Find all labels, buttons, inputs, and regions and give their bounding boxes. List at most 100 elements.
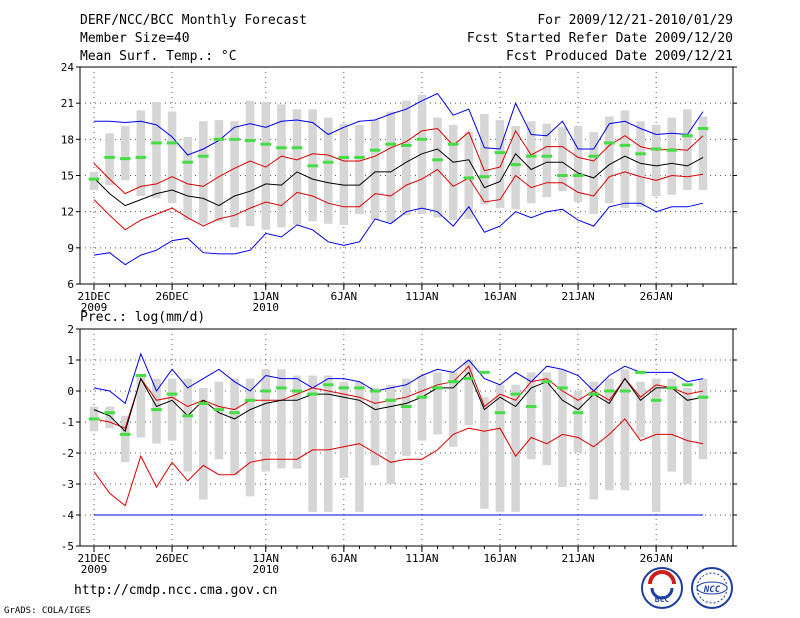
spread-box	[589, 381, 598, 500]
x-tick-label: 26JAN	[640, 552, 673, 565]
climatology-marker	[322, 383, 334, 387]
climatology-marker	[88, 417, 100, 421]
spread-box	[355, 124, 364, 215]
spread-box	[292, 109, 302, 225]
spread-box	[120, 415, 130, 463]
climatology-marker	[510, 392, 521, 396]
climatology-marker	[151, 141, 162, 145]
spread-box	[245, 100, 255, 227]
x-tick-year-label: 2009	[81, 563, 108, 576]
climatology-marker	[650, 398, 662, 402]
spread-box	[214, 381, 224, 460]
spread-box	[464, 132, 474, 219]
series-line-mean	[93, 148, 704, 207]
y-tick-label: 6	[67, 278, 74, 291]
climatology-marker	[291, 146, 303, 150]
spread-box	[105, 406, 114, 429]
spread-box	[183, 136, 192, 221]
climatology-marker	[244, 398, 256, 402]
spread-box	[651, 124, 661, 196]
x-tick-label: 16JAN	[483, 290, 516, 303]
climatology-marker	[401, 405, 412, 408]
climatology-marker	[104, 155, 115, 159]
climatology-marker	[119, 157, 131, 161]
climatology-marker	[182, 414, 193, 418]
spread-box	[136, 110, 146, 196]
spread-box	[542, 123, 552, 198]
climatology-marker	[135, 155, 147, 159]
y-tick-label: -5	[61, 540, 74, 553]
spread-box	[261, 369, 271, 472]
series-line-p20	[93, 418, 704, 507]
spread-box	[480, 397, 489, 509]
climatology-marker	[166, 141, 178, 145]
climatology-marker	[385, 398, 396, 402]
spread-box	[230, 121, 239, 228]
climatology-marker	[682, 134, 693, 138]
climatology-marker	[354, 155, 365, 159]
climatology-marker	[322, 160, 334, 164]
bcc-logo-text: BCC	[655, 595, 670, 604]
spread-box	[89, 171, 99, 190]
spread-box	[277, 369, 286, 469]
spread-box	[698, 378, 708, 460]
spread-box	[167, 378, 177, 441]
climatology-marker	[260, 389, 272, 393]
x-tick-label: 1JAN	[253, 552, 280, 565]
climatology-marker	[198, 154, 209, 158]
climatology-marker	[385, 142, 396, 146]
spread-box	[292, 375, 302, 469]
climatology-marker	[104, 411, 115, 415]
climatology-marker	[135, 374, 147, 377]
spread-box	[308, 375, 317, 512]
climatology-marker	[604, 389, 615, 393]
climatology-marker	[572, 174, 584, 177]
spread-box	[214, 120, 224, 222]
climatology-marker	[338, 386, 350, 390]
spread-box	[620, 369, 630, 491]
spread-box	[105, 133, 114, 186]
spread-box	[355, 381, 364, 512]
spread-box	[433, 117, 442, 218]
climatology-marker	[447, 380, 459, 384]
spread-box	[620, 110, 630, 209]
spread-box	[558, 127, 567, 192]
x-tick-label: 6JAN	[331, 552, 358, 565]
x-tick-label: 11JAN	[405, 552, 438, 565]
climatology-marker	[182, 160, 193, 164]
grads-credit: GrADS: COLA/IGES	[4, 606, 91, 616]
climatology-marker	[354, 386, 365, 390]
climatology-marker	[666, 386, 678, 390]
temperature-panel-label: Mean Surf. Temp.: °C	[80, 49, 237, 64]
climatology-marker	[604, 141, 615, 145]
forecast-produced-date: Fcst Produced Date 2009/12/21	[506, 49, 733, 64]
climatology-marker	[88, 177, 100, 181]
y-tick-label: -4	[61, 509, 75, 522]
spread-box	[245, 378, 255, 497]
climatology-marker	[213, 408, 225, 412]
climatology-marker	[494, 151, 506, 155]
y-tick-label: 12	[61, 206, 74, 219]
climatology-marker	[588, 154, 599, 158]
climatology-marker	[369, 148, 381, 152]
y-tick-label: 0	[67, 385, 74, 398]
climatology-marker	[291, 389, 303, 393]
spread-box	[199, 387, 208, 500]
x-tick-label: 16JAN	[483, 552, 516, 565]
climatology-marker	[463, 176, 475, 180]
climatology-marker	[697, 395, 709, 399]
spread-box	[152, 101, 161, 199]
y-tick-label: -2	[61, 447, 74, 460]
member-size-label: Member Size=40	[80, 31, 190, 46]
spread-box	[339, 381, 349, 478]
spread-box	[651, 378, 661, 512]
climatology-marker	[213, 137, 225, 141]
x-tick-label: 21JAN	[562, 290, 595, 303]
climatology-marker	[198, 401, 209, 405]
forecast-start-date: Fcst Started Refer Date 2009/12/20	[467, 31, 733, 46]
y-tick-label: 2	[67, 323, 74, 336]
climatology-marker	[557, 174, 568, 177]
source-url[interactable]: http://cmdp.ncc.cma.gov.cn	[74, 583, 278, 598]
climatology-marker	[307, 164, 318, 168]
